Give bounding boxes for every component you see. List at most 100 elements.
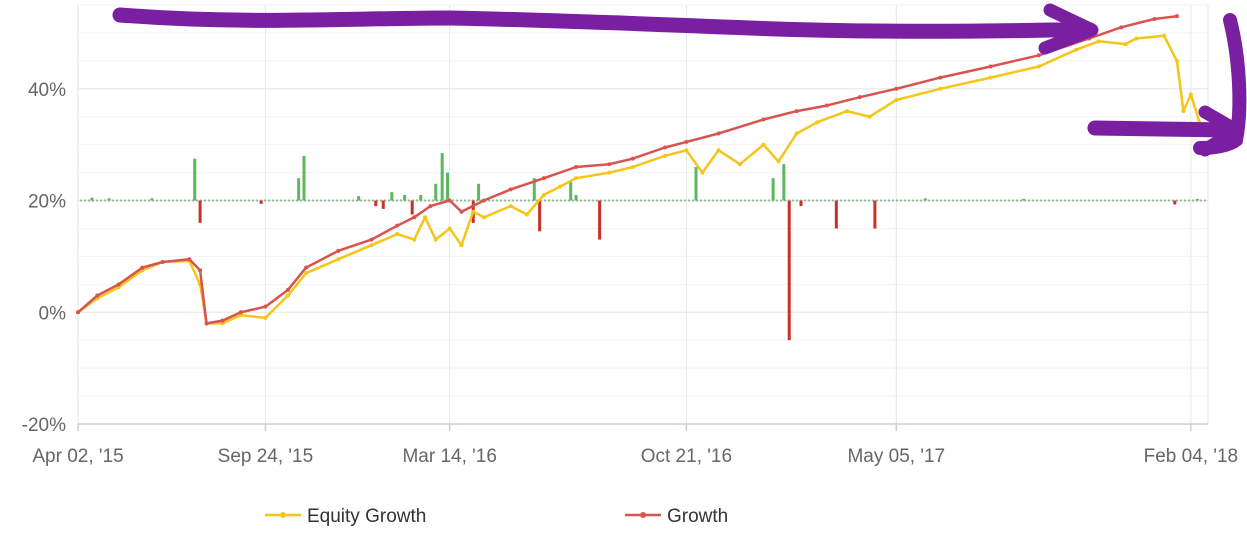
- series-point: [285, 293, 290, 298]
- hand-drawn-annotations: [112, 3, 1247, 157]
- series-point: [459, 209, 464, 214]
- series-point: [447, 198, 452, 203]
- series-point: [1123, 42, 1128, 47]
- bar-positive: [193, 158, 197, 201]
- series-point: [776, 159, 781, 164]
- series-point: [541, 176, 546, 181]
- series-point: [220, 321, 225, 326]
- series-point: [607, 170, 612, 175]
- series-point: [336, 257, 341, 262]
- series-point: [630, 156, 635, 161]
- bar-positive: [440, 153, 444, 201]
- series-point: [459, 243, 464, 248]
- series-point: [894, 86, 899, 91]
- series-point: [1096, 39, 1101, 44]
- series-point: [481, 215, 486, 220]
- bar-positive: [771, 178, 775, 201]
- series-point: [541, 192, 546, 197]
- purple-top-arrow-stroke: [112, 7, 1098, 39]
- series-point: [140, 265, 145, 270]
- series-point: [662, 145, 667, 150]
- series-point: [395, 223, 400, 228]
- series-point: [761, 142, 766, 147]
- series-point: [160, 259, 165, 264]
- series-point: [423, 215, 428, 220]
- series-point: [369, 243, 374, 248]
- series-point: [557, 184, 562, 189]
- bar-negative: [799, 200, 803, 207]
- series-point: [395, 232, 400, 237]
- bar-negative: [873, 200, 877, 229]
- bar-negative: [410, 200, 414, 215]
- series-point: [1119, 25, 1124, 30]
- series-point: [794, 131, 799, 136]
- series-point: [574, 176, 579, 181]
- series-point: [684, 148, 689, 153]
- series-point: [508, 204, 513, 209]
- bar-positive: [90, 197, 94, 201]
- series-point: [607, 162, 612, 167]
- bar-positive: [107, 198, 111, 201]
- series-point: [116, 282, 121, 287]
- series-point: [95, 293, 100, 298]
- bar-negative: [381, 200, 385, 209]
- series-line: [77, 14, 1178, 325]
- series-point: [336, 248, 341, 253]
- series-point: [263, 315, 268, 320]
- legend-label: Growth: [667, 506, 728, 527]
- x-tick-label: Feb 04, '18: [1144, 446, 1238, 467]
- x-tick-label: May 05, '17: [847, 446, 945, 467]
- series-point: [894, 97, 899, 102]
- y-tick-label: 40%: [28, 80, 66, 101]
- bar-negative: [374, 200, 378, 207]
- bar-negative: [538, 200, 542, 232]
- bar-negative: [1173, 200, 1177, 205]
- series-point: [988, 64, 993, 69]
- series-point: [938, 75, 943, 80]
- series-point: [263, 304, 268, 309]
- series-point: [988, 75, 993, 80]
- legend[interactable]: Equity Growth Growth: [265, 506, 728, 527]
- x-tick-label: Mar 14, '16: [402, 446, 496, 467]
- legend-item[interactable]: Equity Growth: [265, 506, 426, 527]
- series-point: [1188, 92, 1193, 97]
- bar-negative: [598, 200, 602, 240]
- series-point: [1074, 47, 1079, 52]
- legend-swatch-marker: [640, 512, 646, 518]
- axes: Apr 02, '15 Sep 24, '15 Mar 14, '16 Oct 21,…: [22, 80, 1238, 467]
- purple-mid-arrow-stroke: [1087, 120, 1238, 138]
- series-point: [938, 86, 943, 91]
- bar-positive: [434, 183, 438, 201]
- bar-positive: [150, 198, 154, 201]
- x-tick-label: Oct 21, '16: [641, 446, 732, 467]
- x-tick-label: Sep 24, '15: [218, 446, 314, 467]
- bar-positive: [532, 178, 536, 201]
- series-point: [447, 226, 452, 231]
- series-point: [1162, 33, 1167, 38]
- bar-positive: [782, 164, 786, 201]
- bar-positive: [403, 194, 407, 201]
- series-point: [508, 187, 513, 192]
- bar-positive: [1022, 198, 1026, 201]
- series-point: [815, 120, 820, 125]
- series-point: [761, 117, 766, 122]
- line-series: [76, 14, 1202, 326]
- series-point: [794, 109, 799, 114]
- bar-positive: [477, 183, 481, 201]
- series-line: [77, 34, 1201, 325]
- series-point: [845, 109, 850, 114]
- series-point: [412, 215, 417, 220]
- series-point: [1181, 109, 1186, 114]
- bar-negative: [834, 200, 838, 229]
- series-point: [187, 257, 192, 262]
- bar-negative: [259, 200, 263, 204]
- series-point: [524, 212, 529, 217]
- series-point: [1036, 64, 1041, 69]
- series-point: [1174, 58, 1179, 63]
- bar-positive: [694, 167, 698, 201]
- legend-label: Equity Growth: [307, 506, 426, 527]
- series-point: [204, 321, 209, 326]
- series-point: [369, 237, 374, 242]
- legend-item[interactable]: Growth: [625, 506, 728, 527]
